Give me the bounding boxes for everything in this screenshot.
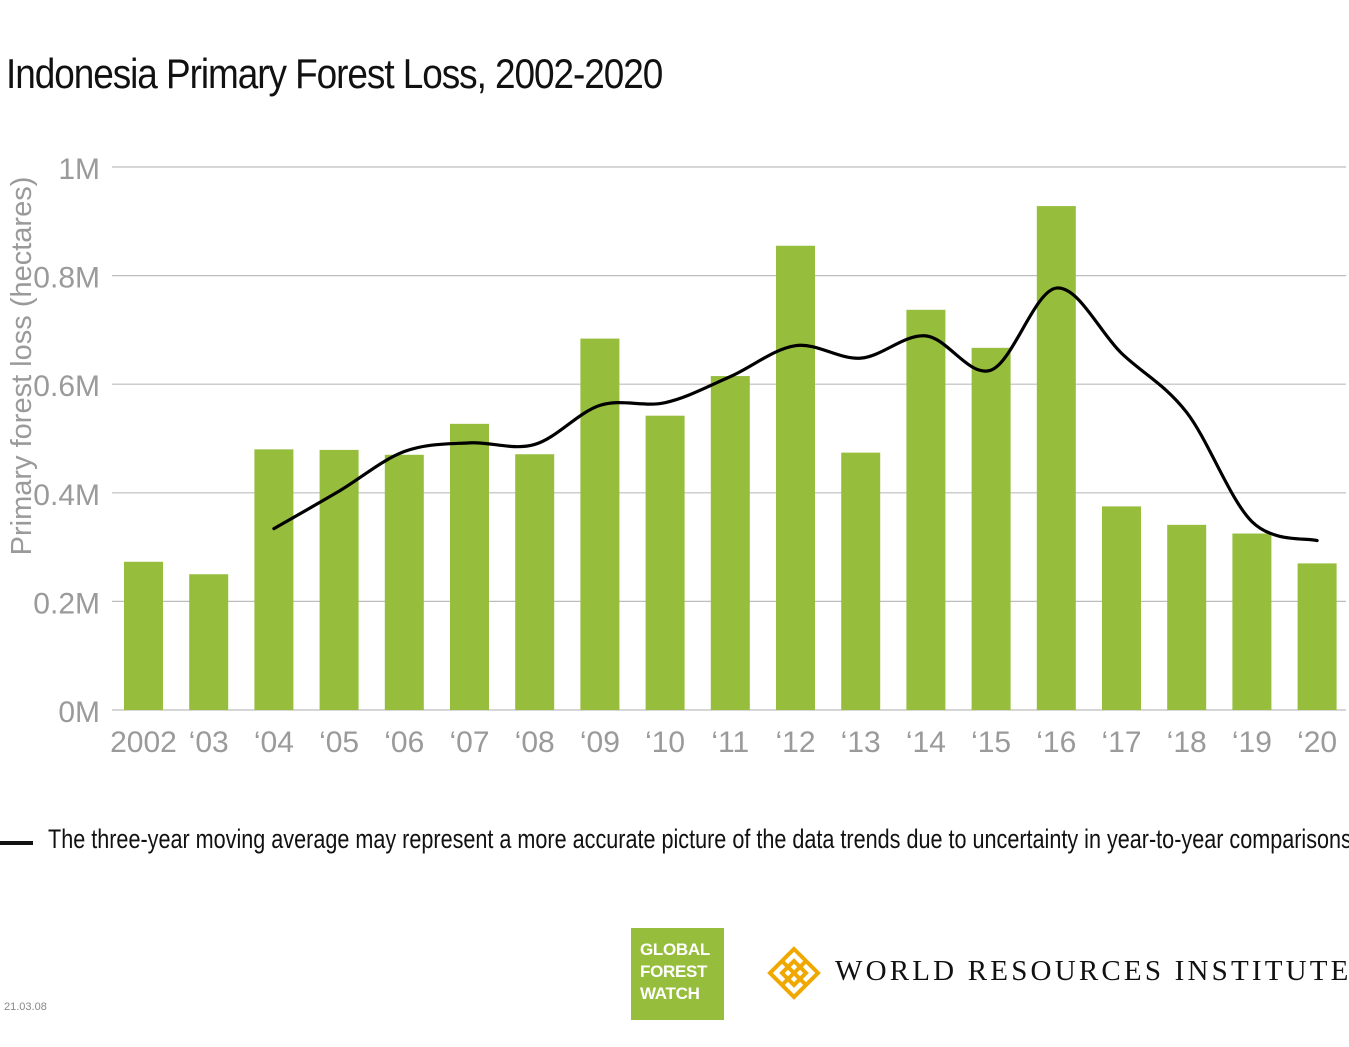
bar: [1102, 506, 1141, 710]
bar: [1037, 206, 1076, 710]
y-tick-label: 0M: [58, 696, 100, 729]
x-tick-label: ‘14: [906, 726, 946, 759]
bar: [776, 246, 815, 710]
x-tick-label: ‘06: [384, 726, 424, 759]
x-axis-ticks: 2002 ‘03 ‘04 ‘05 ‘06 ‘07 ‘08 ‘09 ‘10 ‘11 ‘12 ‘13 ‘14…: [110, 726, 1337, 759]
bar: [580, 339, 619, 710]
x-tick-label: ‘08: [515, 726, 555, 759]
x-tick-label: ‘09: [580, 726, 620, 759]
x-tick-label: ‘10: [645, 726, 685, 759]
bar: [711, 376, 750, 710]
x-tick-label: ‘15: [971, 726, 1011, 759]
gfw-logo: GLOBAL FOREST WATCH: [631, 928, 724, 1020]
x-tick-label: ‘11: [711, 726, 749, 759]
bar-chart: 0M 0.2M 0.4M 0.6M 0.8M 1M 2002 ‘03 ‘04 ‘05 ‘06 ‘07…: [0, 0, 1349, 800]
bar: [972, 348, 1011, 710]
wri-logo-text: WORLD RESOURCES INSTITUTE: [835, 955, 1349, 988]
x-tick-label: ‘18: [1167, 726, 1207, 759]
x-tick-label: ‘04: [254, 726, 294, 759]
footer-code: 21.03.08: [4, 1001, 47, 1013]
x-tick-label: ‘03: [189, 726, 229, 759]
bar: [515, 454, 554, 710]
y-axis-ticks: 0M 0.2M 0.4M 0.6M 0.8M 1M: [33, 153, 100, 729]
wri-logo-icon: [766, 945, 822, 1001]
y-tick-label: 0.8M: [33, 262, 100, 295]
bar: [124, 562, 163, 710]
bar: [450, 424, 489, 710]
gfw-logo-line-3: WATCH: [640, 983, 724, 1005]
x-tick-label: ‘13: [841, 726, 881, 759]
x-tick-label: ‘05: [319, 726, 359, 759]
legend-line-swatch: [0, 841, 33, 845]
bars: [124, 206, 1337, 710]
x-tick-label: ‘19: [1232, 726, 1272, 759]
x-tick-label: ‘20: [1297, 726, 1337, 759]
y-tick-label: 0.2M: [33, 587, 100, 620]
x-tick-label: ‘17: [1101, 726, 1141, 759]
bar: [320, 450, 359, 710]
bar: [646, 416, 685, 710]
bar: [1167, 525, 1206, 710]
legend-text: The three-year moving average may repres…: [48, 818, 1349, 860]
y-tick-label: 0.4M: [33, 479, 100, 512]
bar: [385, 455, 424, 710]
bar: [906, 310, 945, 710]
y-axis-label: Primary forest loss (hectares): [6, 177, 38, 556]
bar: [1298, 563, 1337, 710]
x-tick-label: ‘12: [775, 726, 815, 759]
bar: [1232, 534, 1271, 710]
y-tick-label: 0.6M: [33, 370, 100, 403]
bar: [254, 449, 293, 710]
gfw-logo-line-1: GLOBAL: [640, 939, 724, 961]
bar: [841, 453, 880, 710]
bar: [189, 574, 228, 710]
gfw-logo-line-2: FOREST: [640, 961, 724, 983]
y-tick-label: 1M: [58, 153, 100, 186]
x-tick-label: 2002: [110, 726, 177, 759]
x-tick-label: ‘07: [449, 726, 489, 759]
x-tick-label: ‘16: [1036, 726, 1076, 759]
